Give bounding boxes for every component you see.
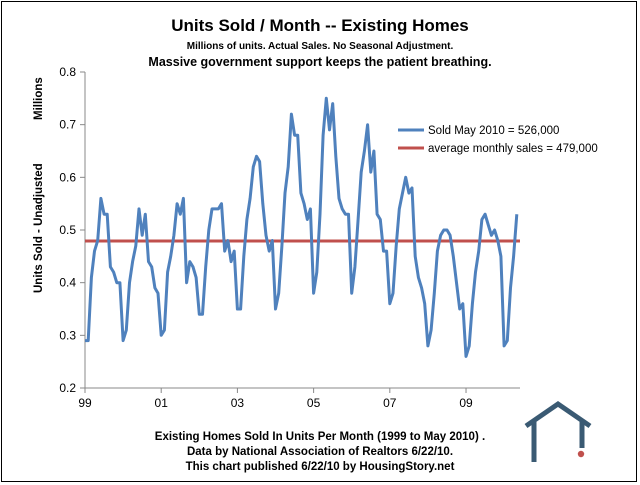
y-tick-label: 0.7: [59, 118, 76, 132]
footer-line-1: Existing Homes Sold In Units Per Month (…: [154, 431, 486, 443]
y-tick-label: 0.3: [59, 328, 76, 342]
house-icon: [524, 400, 592, 462]
chart-subtitle: Millions of units. Actual Sales. No Seas…: [186, 41, 454, 52]
legend-label-sales: Sold May 2010 = 526,000: [428, 125, 559, 137]
legend-label-average: average monthly sales = 479,000: [428, 143, 598, 155]
x-tick-label: 01: [155, 396, 169, 410]
y-tick-label: 0.2: [59, 381, 76, 395]
x-tick-label: 07: [383, 396, 397, 410]
footer-line-2: Data by National Association of Realtors…: [186, 446, 454, 458]
y-tick-label: 0.6: [59, 170, 76, 184]
x-tick-label: 09: [459, 396, 473, 410]
chart-title: Units Sold / Month -- Existing Homes: [171, 16, 469, 35]
chart-tagline: Massive government support keeps the pat…: [148, 55, 492, 69]
y-tick-label: 0.5: [59, 223, 76, 237]
x-tick-label: 03: [231, 396, 245, 410]
y-tick-label: 0.4: [59, 276, 76, 290]
sales-series-line: [85, 96, 519, 358]
y-tick-label: 0.8: [59, 65, 76, 79]
footer-line-3: This chart published 6/22/10 by HousingS…: [185, 461, 455, 473]
x-tick-label: 05: [307, 396, 321, 410]
x-tick-label: 99: [78, 396, 92, 410]
